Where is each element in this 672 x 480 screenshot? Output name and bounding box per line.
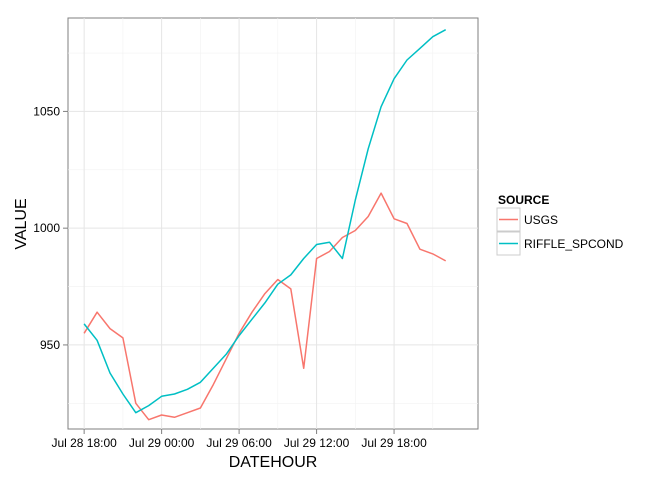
y-axis-title: VALUE bbox=[13, 198, 30, 249]
y-tick-label: 950 bbox=[40, 338, 60, 352]
legend: SOURCE USGS RIFFLE_SPCOND bbox=[496, 193, 624, 256]
legend-label: USGS bbox=[524, 213, 558, 227]
y-tick-label: 1000 bbox=[33, 221, 60, 235]
series-line-usgs bbox=[83, 192, 447, 421]
legend-label: RIFFLE_SPCOND bbox=[524, 237, 624, 251]
legend-title: SOURCE bbox=[498, 193, 549, 207]
x-tick-label: Jul 29 18:00 bbox=[361, 436, 427, 450]
x-tick-label: Jul 28 18:00 bbox=[51, 436, 117, 450]
series-lines bbox=[83, 29, 447, 421]
x-axis-title: DATEHOUR bbox=[229, 454, 318, 471]
x-tick-label: Jul 29 00:00 bbox=[129, 436, 195, 450]
x-tick-label: Jul 29 06:00 bbox=[206, 436, 272, 450]
x-tick-label: Jul 29 12:00 bbox=[284, 436, 350, 450]
y-axis: 950 1000 1050 bbox=[33, 104, 68, 352]
y-tick-label: 1050 bbox=[33, 104, 60, 118]
plot-panel bbox=[67, 17, 479, 430]
x-axis: Jul 28 18:00 Jul 29 00:00 Jul 29 06:00 Jul … bbox=[51, 429, 427, 450]
series-line-riffle-spcond bbox=[83, 29, 447, 414]
